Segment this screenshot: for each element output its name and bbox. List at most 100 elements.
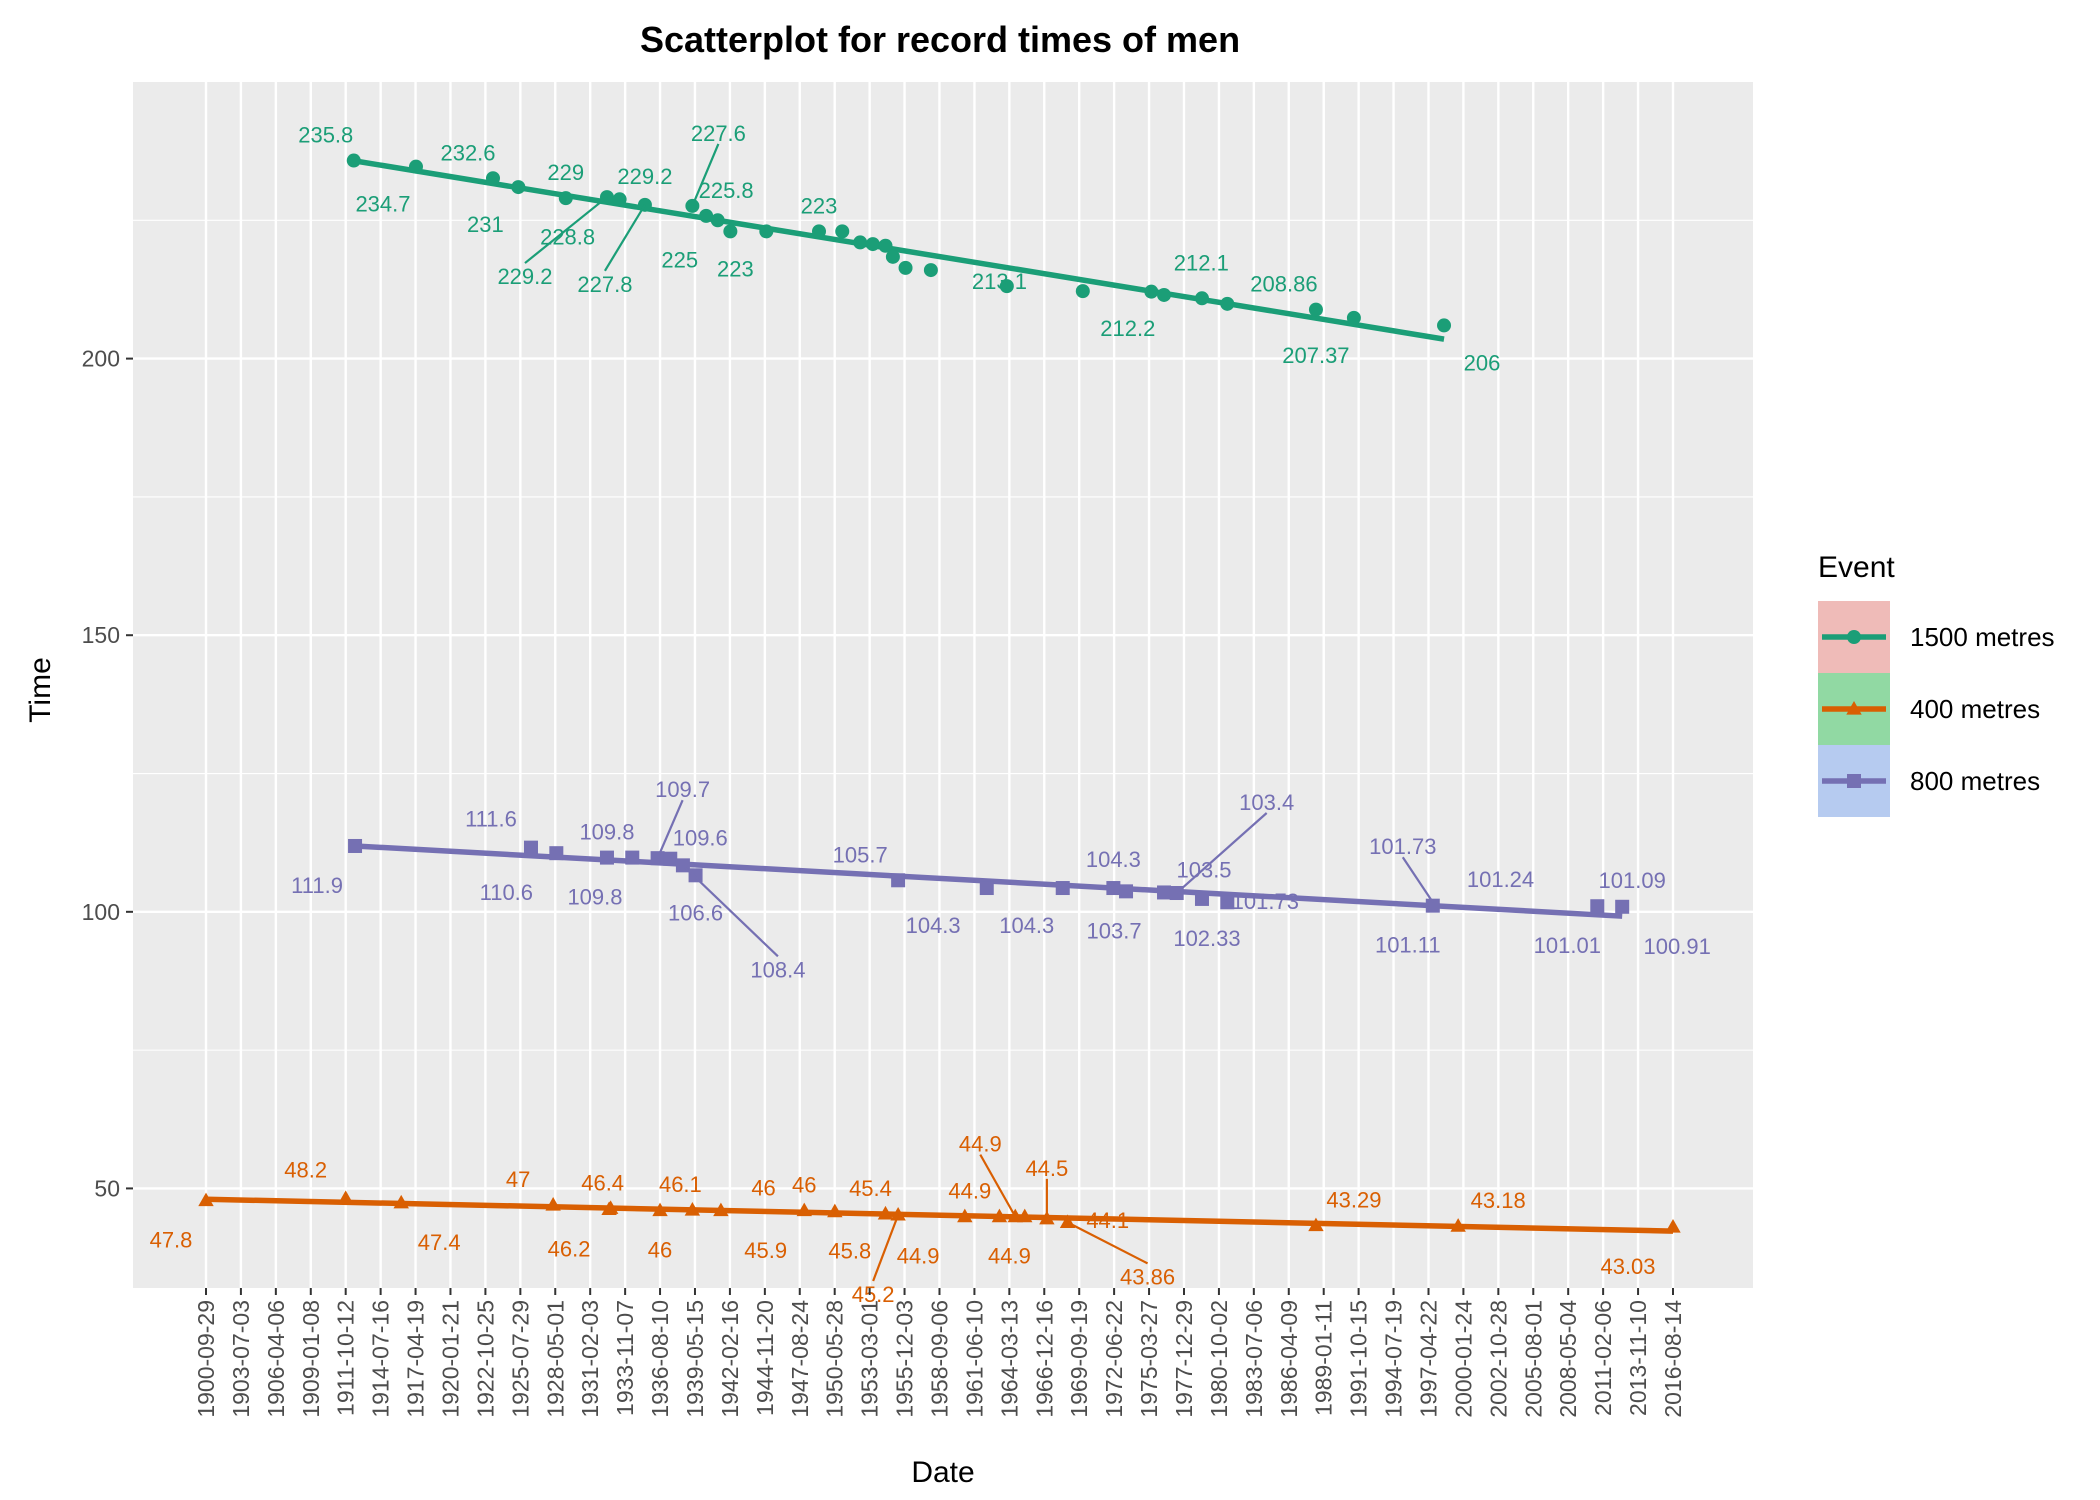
data-point (1665, 1219, 1681, 1233)
data-label: 103.4 (1239, 790, 1294, 815)
x-tick-label: 2005-08-01 (1520, 1300, 1546, 1418)
data-point (408, 159, 423, 174)
x-tick-label: 1903-07-03 (228, 1300, 254, 1418)
data-point (891, 873, 906, 888)
legend-key-800-metres (1818, 745, 1890, 817)
series-400-metres: 47.8 48.2 47.4 47 46.2 46.4 46 46.1 46 45.9 46 45.8… (150, 1132, 1681, 1307)
label-leader-line (1175, 812, 1268, 894)
data-label: 104.3 (1086, 847, 1141, 872)
x-tick-label: 1925-07-29 (507, 1300, 533, 1418)
x-tick-label: 1914-07-16 (368, 1300, 394, 1418)
data-label: 44.9 (988, 1244, 1031, 1269)
data-label: 105.7 (833, 842, 888, 867)
data-point (710, 213, 725, 228)
data-point (1055, 881, 1070, 896)
data-point (1220, 895, 1235, 910)
data-point (558, 191, 573, 206)
data-label: 47.8 (150, 1228, 193, 1253)
x-tick-label: 1950-05-28 (822, 1300, 848, 1418)
data-point (890, 1206, 906, 1221)
data-point (699, 208, 714, 223)
label-leader-line (682, 864, 779, 958)
x-tick-label: 1920-01-21 (437, 1300, 463, 1418)
x-tick-label: 1942-02-16 (717, 1300, 743, 1418)
data-label: 206 (1464, 350, 1501, 375)
x-tick-label: 1922-10-25 (472, 1300, 498, 1418)
data-label: 44.1 (1086, 1208, 1129, 1233)
data-label: 213.1 (972, 269, 1027, 294)
data-label: 102.33 (1173, 926, 1240, 951)
data-point (549, 846, 564, 861)
x-tick-label: 1900-09-29 (193, 1300, 219, 1418)
data-point (878, 238, 893, 253)
x-tick-label: 1906-04-06 (263, 1300, 289, 1418)
y-tick-label: 100 (82, 899, 120, 925)
data-point (612, 192, 627, 207)
data-point (723, 224, 738, 239)
data-point (523, 840, 538, 855)
data-label: 101.73 (1369, 834, 1436, 859)
grid-lines (133, 82, 1753, 1288)
data-label: 207.37 (1282, 343, 1349, 368)
data-label: 43.18 (1471, 1188, 1526, 1213)
legend-title: Event (1818, 551, 1895, 584)
data-point (1437, 318, 1452, 333)
data-point (1194, 891, 1209, 906)
trend-line (205, 1196, 1674, 1234)
x-axis: 1900-09-29 1903-07-03 1906-04-06 1909-01-08… (193, 1288, 1686, 1418)
x-tick-label: 1947-08-24 (787, 1300, 813, 1418)
data-label: 227.6 (691, 121, 746, 146)
x-tick-label: 1964-03-13 (996, 1300, 1022, 1418)
data-point (684, 1202, 701, 1216)
x-tick-label: 1939-05-15 (682, 1300, 708, 1418)
data-label: 44.9 (959, 1132, 1002, 1157)
data-label: 45.2 (852, 1282, 895, 1307)
data-point (337, 1190, 354, 1204)
x-tick-label: 1980-10-02 (1206, 1300, 1232, 1418)
data-label: 43.03 (1600, 1254, 1655, 1279)
data-label: 111.9 (291, 873, 343, 898)
data-point (835, 224, 850, 239)
data-point (545, 1197, 561, 1211)
data-point (1590, 899, 1605, 914)
data-label: 104.3 (999, 913, 1054, 938)
data-point (898, 260, 913, 275)
x-tick-label: 1986-04-09 (1276, 1300, 1302, 1418)
y-axis-title: Time (24, 657, 57, 723)
x-axis-title: Date (911, 1456, 974, 1489)
data-point (688, 868, 703, 883)
legend-label: 800 metres (1910, 766, 2040, 796)
legend: Event 1500 metres 400 metres 800 metres (1818, 551, 2055, 817)
data-label: 232.6 (440, 140, 495, 165)
x-tick-label: 1953-03-01 (857, 1300, 883, 1418)
data-label: 44.9 (948, 1179, 991, 1204)
data-label: 46.4 (581, 1170, 624, 1195)
x-tick-label: 1961-06-10 (961, 1300, 987, 1418)
x-tick-label: 1909-01-08 (298, 1300, 324, 1418)
data-point (1308, 1217, 1324, 1232)
x-tick-label: 1911-10-12 (333, 1300, 359, 1416)
data-point (811, 224, 826, 239)
data-label: 225 (661, 247, 698, 272)
label-leader-line (979, 1154, 1017, 1218)
data-point (979, 881, 994, 896)
legend-label: 400 metres (1910, 694, 2040, 724)
y-tick-label: 50 (94, 1175, 120, 1201)
x-tick-label: 1931-02-03 (577, 1300, 603, 1418)
data-label: 101.73 (1232, 889, 1299, 914)
data-label: 110.6 (480, 880, 533, 905)
trend-line (353, 158, 1445, 342)
data-label: 46.1 (659, 1172, 702, 1197)
x-tick-label: 2008-05-04 (1555, 1300, 1581, 1418)
data-point (348, 838, 363, 853)
data-label: 43.86 (1120, 1264, 1175, 1289)
data-label: 46 (792, 1173, 816, 1198)
data-label: 108.4 (750, 957, 805, 982)
x-tick-label: 1972-06-22 (1101, 1300, 1127, 1418)
x-tick-label: 2000-01-24 (1450, 1300, 1476, 1418)
data-point (999, 279, 1014, 294)
x-tick-label: 1991-10-15 (1346, 1300, 1372, 1418)
label-leader-line (603, 204, 646, 272)
data-point (1106, 881, 1121, 896)
